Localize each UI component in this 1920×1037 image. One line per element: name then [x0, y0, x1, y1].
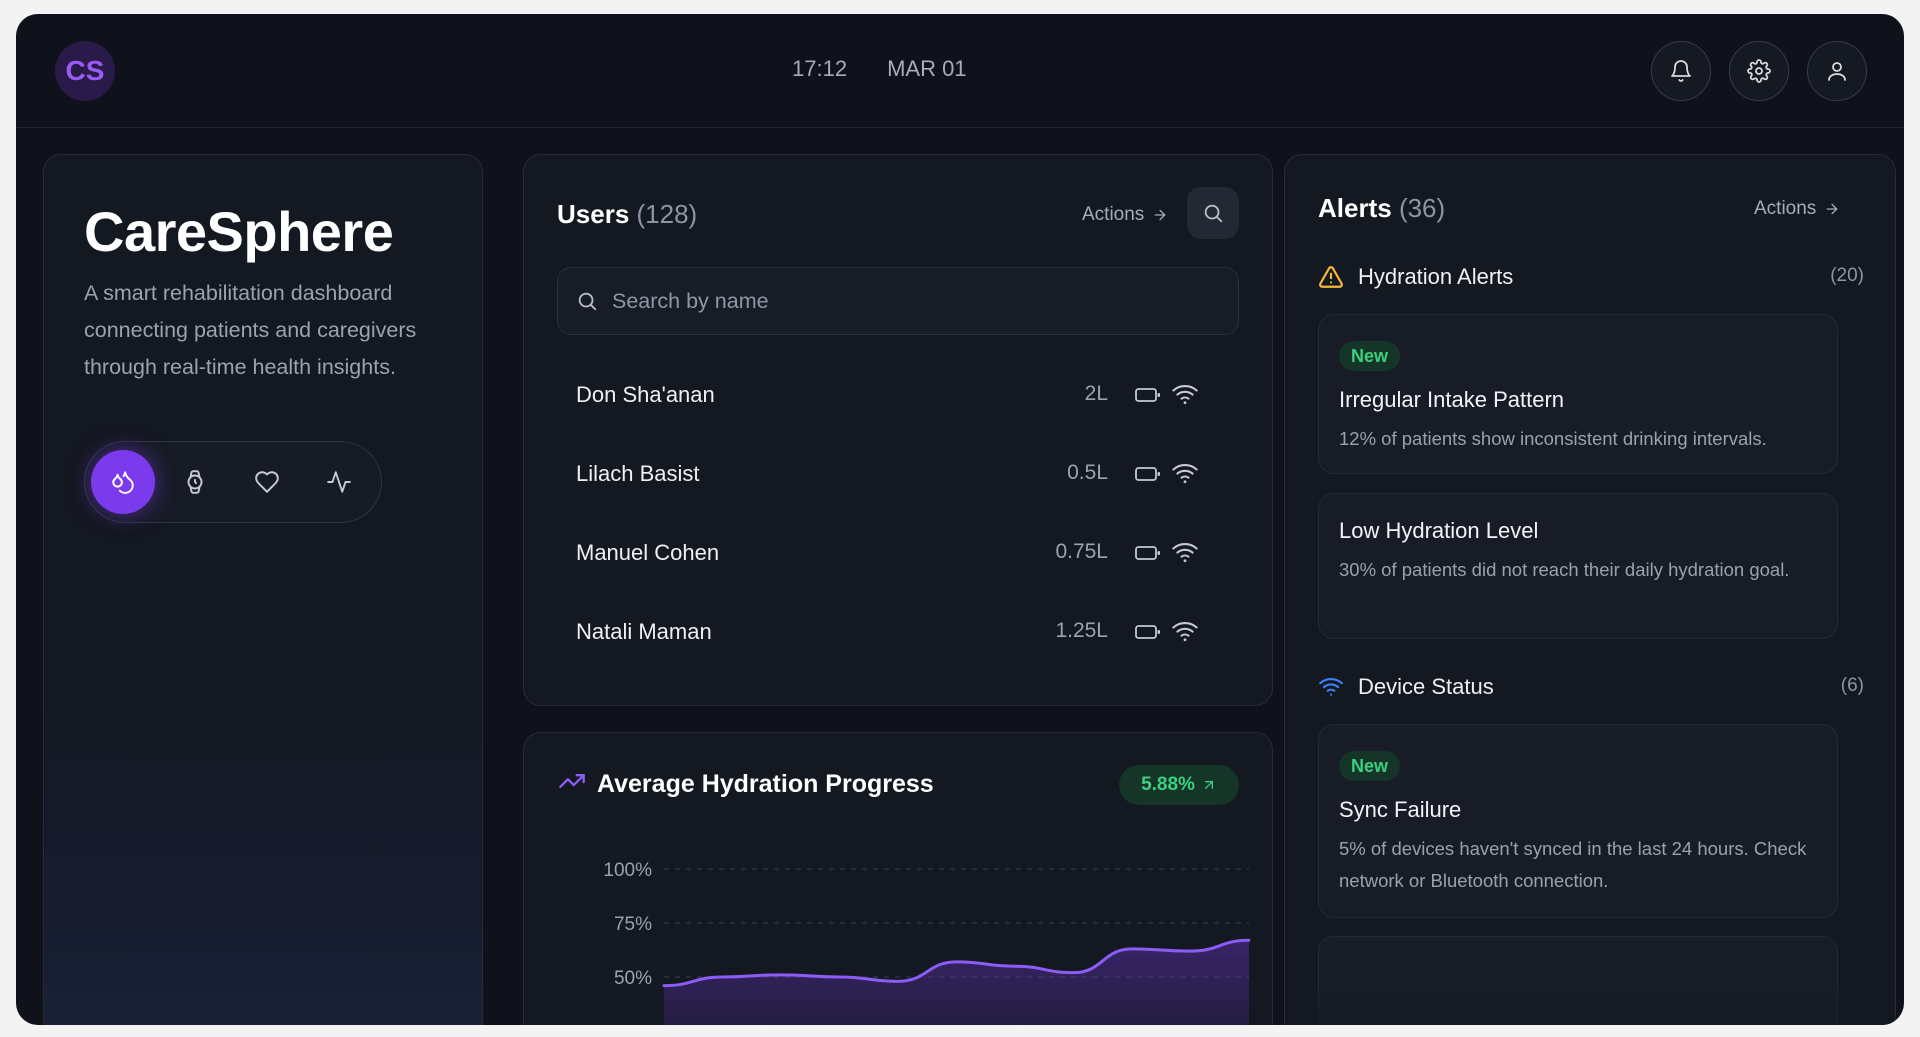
settings-button[interactable] [1729, 41, 1789, 101]
users-title-text: Users [557, 199, 630, 229]
user-row[interactable]: Don Sha'anan 2L [557, 367, 1239, 423]
notifications-button[interactable] [1651, 41, 1711, 101]
heart-icon [255, 471, 279, 493]
area-fill [664, 940, 1249, 1025]
alert-description: 12% of patients show inconsistent drinki… [1339, 428, 1767, 449]
alerts-actions-button[interactable]: Actions [1754, 198, 1840, 220]
user-icon [1828, 62, 1846, 81]
warning-icon [1319, 266, 1343, 288]
user-row[interactable]: Lilach Basist 0.5L [557, 446, 1239, 502]
user-name: Natali Maman [576, 619, 712, 644]
alert-title: Low Hydration Level [1339, 518, 1539, 543]
battery-icon [1135, 388, 1160, 402]
top-header: CS 17:12 MAR 01 [16, 14, 1904, 128]
mode-activity-button[interactable] [307, 450, 371, 514]
section-count: (6) [1840, 675, 1864, 696]
alert-description: 30% of patients did not reach their dail… [1339, 559, 1790, 580]
y-tick-label: 50% [614, 968, 652, 989]
logo[interactable]: CS [55, 41, 115, 101]
users-card: Users (128) Actions Don Sha'anan 2L Lila… [523, 154, 1273, 706]
alert-item[interactable]: New Sync Failure 5% of devices haven't s… [1318, 724, 1838, 918]
section-name: Hydration Alerts [1358, 264, 1514, 289]
user-row[interactable]: Manuel Cohen 0.75L [557, 525, 1239, 581]
users-title: Users (128) [557, 199, 697, 230]
user-intake: 0.5L [1067, 461, 1108, 484]
new-badge: New [1339, 341, 1401, 371]
droplets-icon [112, 471, 134, 494]
wifi-icon [1172, 621, 1198, 642]
current-date: MAR 01 [887, 56, 967, 81]
alerts-card: Alerts (36) Actions Hydration Alerts (20… [1284, 154, 1896, 1025]
alerts-title: Alerts (36) [1318, 193, 1445, 224]
y-tick-label: 100% [603, 860, 652, 881]
user-name: Don Sha'anan [576, 382, 715, 407]
users-count: (128) [636, 199, 698, 229]
arrow-right-icon [1826, 203, 1838, 215]
current-time: 17:12 [792, 56, 848, 81]
bell-icon [1671, 60, 1691, 82]
search-icon [1204, 204, 1223, 223]
alert-description: 5% of devices haven't synced in the last… [1339, 838, 1807, 891]
wifi-icon [1172, 542, 1198, 563]
users-actions-label: Actions [1082, 204, 1145, 225]
wifi-icon [1319, 677, 1343, 696]
users-actions-button[interactable]: Actions [1082, 204, 1168, 226]
pulse-icon [327, 471, 351, 493]
section-name: Device Status [1358, 674, 1494, 699]
brand-tagline: A smart rehabilitation dashboard connect… [84, 281, 417, 379]
alerts-title-text: Alerts [1318, 193, 1392, 223]
profile-button[interactable] [1807, 41, 1867, 101]
mode-hydration-button[interactable] [91, 450, 155, 514]
arrow-right-icon [1154, 209, 1166, 221]
hydration-progress-card: Average Hydration Progress 5.88% 100% 75%… [523, 732, 1273, 1025]
intro-card: CareSphere A smart rehabilitation dashbo… [43, 154, 483, 1025]
user-name: Lilach Basist [576, 461, 700, 486]
chart-title: Average Hydration Progress [597, 770, 934, 798]
alert-title: Irregular Intake Pattern [1339, 387, 1565, 412]
series-line [662, 938, 1251, 988]
y-tick-label: 75% [614, 914, 652, 935]
battery-icon [1135, 546, 1160, 560]
section-count: (20) [1830, 265, 1864, 286]
alert-item-partial[interactable] [1318, 936, 1838, 1025]
user-name: Manuel Cohen [576, 540, 720, 565]
change-badge: 5.88% [1119, 765, 1239, 805]
battery-icon [1135, 625, 1160, 639]
clock: 17:12 MAR 01 [792, 56, 967, 82]
mode-watch-button[interactable] [163, 450, 227, 514]
change-value: 5.88% [1141, 774, 1195, 795]
device-status-section[interactable]: Device Status (6) [1318, 672, 1864, 704]
user-intake: 0.75L [1055, 540, 1108, 563]
new-badge: New [1339, 751, 1401, 781]
gear-icon [1747, 59, 1771, 83]
arrow-up-right-icon [1204, 781, 1213, 789]
alert-title: Sync Failure [1339, 797, 1462, 822]
user-intake: 1.25L [1055, 619, 1108, 642]
hydration-area-chart: 100% 75% 50% [603, 860, 1251, 1025]
search-input[interactable] [612, 288, 1212, 314]
hydration-alerts-section[interactable]: Hydration Alerts (20) [1318, 262, 1864, 294]
search-icon [578, 292, 597, 311]
alerts-actions-label: Actions [1754, 198, 1817, 219]
alert-item[interactable]: Low Hydration Level 30% of patients did … [1318, 493, 1838, 639]
battery-icon [1135, 467, 1160, 481]
wifi-icon [1172, 384, 1198, 405]
mode-heart-button[interactable] [235, 450, 299, 514]
watch-icon [187, 470, 203, 494]
alerts-count: (36) [1398, 193, 1446, 223]
brand-title: CareSphere [84, 200, 394, 263]
mode-switcher [84, 441, 382, 523]
search-field [557, 267, 1239, 335]
user-intake: 2L [1084, 382, 1108, 405]
alert-item[interactable]: New Irregular Intake Pattern 12% of pati… [1318, 314, 1838, 474]
user-row[interactable]: Natali Maman 1.25L [557, 604, 1239, 660]
wifi-icon [1172, 463, 1198, 484]
users-search-button[interactable] [1187, 187, 1239, 239]
app-window: CS 17:12 MAR 01 CareSphere A smart rehab… [16, 14, 1904, 1025]
trending-up-icon [559, 774, 585, 788]
